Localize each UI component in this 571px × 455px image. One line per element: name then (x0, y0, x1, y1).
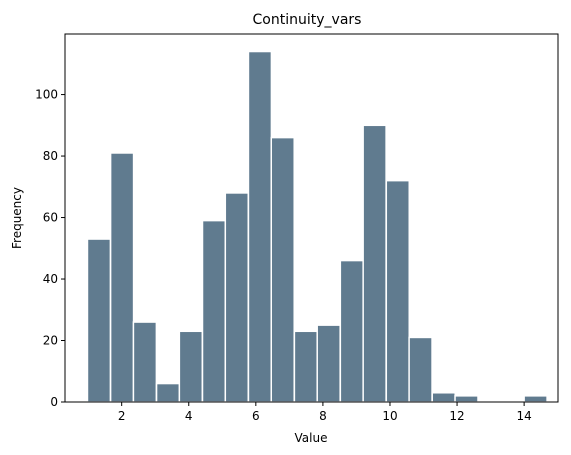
y-tick-label: 80 (43, 149, 58, 163)
x-tick-label: 2 (118, 409, 126, 423)
plot-frame (64, 33, 559, 403)
x-tick-label: 4 (185, 409, 193, 423)
y-tick-label: 60 (43, 211, 58, 225)
histogram-bar-19 (523, 395, 548, 403)
histogram-bar-0 (86, 238, 112, 403)
x-tick-label: 10 (382, 409, 397, 423)
histogram-bar-13 (385, 179, 410, 403)
y-tick-label: 100 (35, 88, 58, 102)
histogram-bar-12 (362, 124, 387, 403)
bars-group (86, 50, 548, 403)
x-axis-label: Value (295, 431, 328, 445)
histogram-bar-9 (293, 330, 319, 403)
histogram-bar-1 (109, 152, 135, 403)
x-axis-ticks: 2 4 6 8 10 12 14 (118, 402, 532, 423)
histogram-bar-14 (408, 336, 433, 403)
y-axis-label: Frequency (10, 187, 24, 249)
y-tick-label: 0 (50, 395, 58, 409)
histogram-bar-8 (270, 136, 295, 403)
histogram-bar-3 (155, 382, 181, 403)
histogram-bar-5 (201, 219, 227, 403)
x-tick-label: 14 (516, 409, 531, 423)
histogram-bar-4 (178, 330, 204, 403)
histogram-bar-11 (339, 259, 365, 403)
y-tick-label: 20 (43, 334, 58, 348)
x-tick-label: 6 (252, 409, 260, 423)
y-axis-ticks: 0 20 40 60 80 100 (35, 88, 65, 409)
histogram-bar-6 (224, 192, 250, 403)
x-tick-label: 12 (449, 409, 464, 423)
histogram-bar-7 (247, 50, 273, 403)
histogram-bar-15 (431, 392, 456, 403)
y-tick-label: 40 (43, 272, 58, 286)
histogram-bar-16 (454, 395, 479, 403)
chart-title: Continuity_vars (253, 12, 362, 28)
x-tick-label: 8 (319, 409, 327, 423)
histogram-bar-10 (316, 324, 341, 403)
histogram-bar-2 (132, 321, 158, 403)
